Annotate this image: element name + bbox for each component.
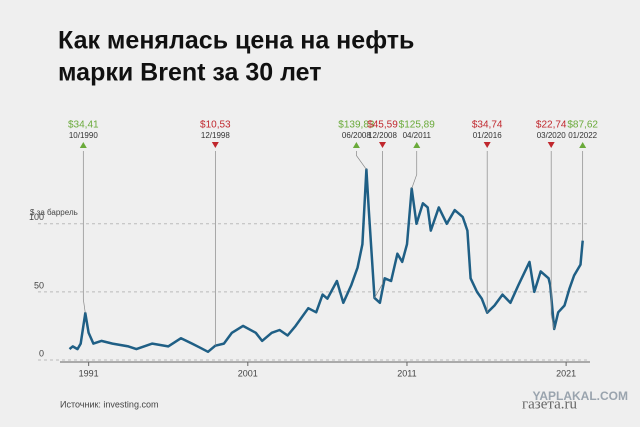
x-tick-label: 2001: [238, 368, 258, 378]
annotation-triangle: [211, 142, 219, 148]
y-axis-label: $ за баррель: [30, 208, 78, 217]
chart-title: Как менялась цена на нефть: [58, 27, 414, 55]
annotation-date: 03/2020: [537, 131, 566, 140]
source: Источник: investing.com: [60, 399, 158, 409]
annotation-triangle: [579, 142, 587, 148]
x-tick-label: 2021: [556, 368, 576, 378]
annotation-date: 01/2022: [568, 131, 597, 140]
annotation-date: 10/1990: [69, 131, 98, 140]
annotation-triangle: [547, 142, 555, 148]
annotation-value: $10,53: [200, 120, 231, 131]
annotation-value: $34,74: [472, 120, 503, 131]
annotation-line: [411, 151, 418, 189]
y-tick-label: 50: [34, 280, 44, 290]
annotation-date: 06/2008: [342, 131, 371, 140]
annotation-date: 12/1998: [201, 131, 230, 140]
annotation-value: $139,83: [338, 120, 375, 131]
annotation-line: [550, 151, 555, 330]
annotation-value: $45,59: [367, 120, 398, 131]
watermark: газета.ru: [522, 396, 578, 412]
annotation-value: $34,41: [68, 120, 99, 131]
annotation-line: [356, 151, 367, 170]
annotation-triangle: [378, 142, 386, 148]
annotation-date: 01/2016: [473, 131, 502, 140]
annotation-line: [82, 151, 86, 314]
annotation-date: 04/2011: [403, 131, 432, 140]
x-tick-label: 2011: [397, 368, 416, 378]
watermark: YAPLAKAL.COM: [532, 389, 628, 403]
annotation-triangle: [79, 142, 87, 148]
annotation-date: 12/2008: [368, 131, 397, 140]
annotation-value: $22,74: [536, 120, 567, 131]
price-line: [68, 168, 584, 354]
y-tick-label: 0: [39, 348, 44, 358]
annotation-triangle: [483, 142, 491, 148]
chart-title: марки Brent за 30 лет: [58, 59, 321, 87]
annotation-line: [374, 151, 383, 299]
annotation-triangle: [352, 142, 360, 148]
annotation-value: $125,89: [399, 120, 436, 131]
annotation-value: $87,62: [567, 120, 598, 131]
x-tick-label: 1991: [79, 368, 99, 378]
y-tick-label: 100: [29, 212, 44, 222]
annotation-triangle: [413, 142, 421, 148]
